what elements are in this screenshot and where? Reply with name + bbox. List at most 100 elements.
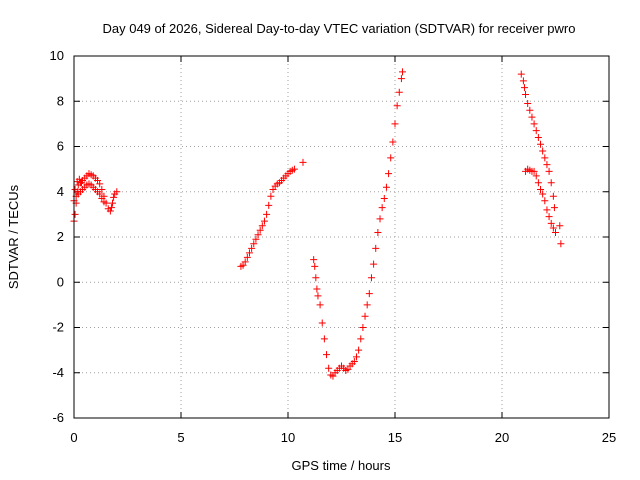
data-point (528, 113, 536, 121)
x-tick-label: 15 (388, 430, 402, 445)
data-point (365, 290, 373, 298)
data-point (532, 127, 540, 135)
data-point (539, 147, 547, 155)
y-tick-label: 4 (57, 184, 64, 199)
data-point (355, 346, 363, 354)
data-point (325, 364, 333, 372)
data-point (109, 199, 117, 207)
data-point (245, 249, 253, 257)
data-point (550, 204, 558, 212)
data-point (248, 244, 256, 252)
y-tick-label: -2 (52, 320, 64, 335)
data-point (363, 301, 371, 309)
data-point (96, 180, 104, 188)
data-point (252, 235, 260, 243)
data-point (556, 222, 564, 230)
data-point (376, 215, 384, 223)
data-point (520, 84, 528, 92)
data-point (557, 240, 565, 248)
y-tick-label: -6 (52, 410, 64, 425)
data-point (519, 77, 527, 85)
x-tick-label: 0 (70, 430, 77, 445)
data-point (541, 197, 549, 205)
data-point (352, 353, 360, 361)
data-point (549, 192, 557, 200)
data-point (372, 244, 380, 252)
data-point (393, 102, 401, 110)
data-point (537, 140, 545, 148)
data-point (250, 240, 258, 248)
data-point (389, 138, 397, 146)
data-point (367, 274, 375, 282)
data-point (241, 258, 249, 266)
data-point (263, 210, 271, 218)
data-points (70, 68, 565, 380)
data-point (71, 185, 79, 193)
data-point (395, 88, 403, 96)
data-point (110, 193, 118, 201)
data-point (537, 185, 545, 193)
grid (74, 56, 609, 418)
y-tick-label: 10 (50, 48, 64, 63)
data-point (71, 210, 79, 218)
data-point (547, 219, 555, 227)
data-point (258, 222, 266, 230)
y-axis-label: SDTVAR / TECUs (6, 184, 21, 289)
data-point (316, 301, 324, 309)
y-tick-label: -4 (52, 365, 64, 380)
y-tick-label: 0 (57, 274, 64, 289)
data-point (106, 207, 114, 215)
data-point (323, 351, 331, 359)
data-point (534, 133, 542, 141)
data-point (382, 183, 390, 191)
data-point (96, 190, 104, 198)
axis-ticks: 0 5 10 15 20 25 -6 -4 -2 0 2 4 6 8 10 (50, 48, 617, 445)
x-tick-label: 10 (281, 430, 295, 445)
data-point (311, 262, 319, 270)
data-point (397, 75, 405, 83)
y-tick-label: 2 (57, 229, 64, 244)
data-point (398, 68, 406, 76)
data-point (314, 292, 322, 300)
data-point (100, 198, 108, 206)
data-point (387, 154, 395, 162)
data-point (313, 285, 321, 293)
data-point (549, 224, 557, 232)
data-point (545, 167, 553, 175)
data-point (517, 70, 525, 78)
data-point (370, 260, 378, 268)
data-point (543, 206, 551, 214)
data-point (98, 185, 106, 193)
data-point (547, 179, 555, 187)
data-point (532, 172, 540, 180)
data-point (320, 335, 328, 343)
data-point (534, 179, 542, 187)
data-point (357, 335, 365, 343)
data-point (265, 201, 273, 209)
data-point (524, 100, 532, 108)
data-point (77, 179, 85, 187)
data-point (526, 106, 534, 114)
data-point (290, 165, 298, 173)
data-point (310, 256, 318, 264)
x-tick-label: 20 (495, 430, 509, 445)
data-point (318, 319, 326, 327)
data-point (359, 324, 367, 331)
data-point (260, 217, 268, 225)
data-point (113, 188, 121, 196)
x-tick-label: 25 (602, 430, 616, 445)
data-point (385, 170, 393, 178)
data-point (522, 90, 530, 98)
data-point (543, 161, 551, 169)
chart-title: Day 049 of 2026, Sidereal Day-to-day VTE… (102, 21, 575, 36)
data-point (267, 192, 275, 200)
data-point (539, 190, 547, 198)
data-point (530, 120, 538, 128)
x-axis-label: GPS time / hours (292, 458, 391, 473)
data-point (530, 167, 538, 175)
data-point (243, 253, 251, 261)
data-point (254, 231, 262, 239)
data-point (391, 120, 399, 128)
data-point (541, 154, 549, 162)
